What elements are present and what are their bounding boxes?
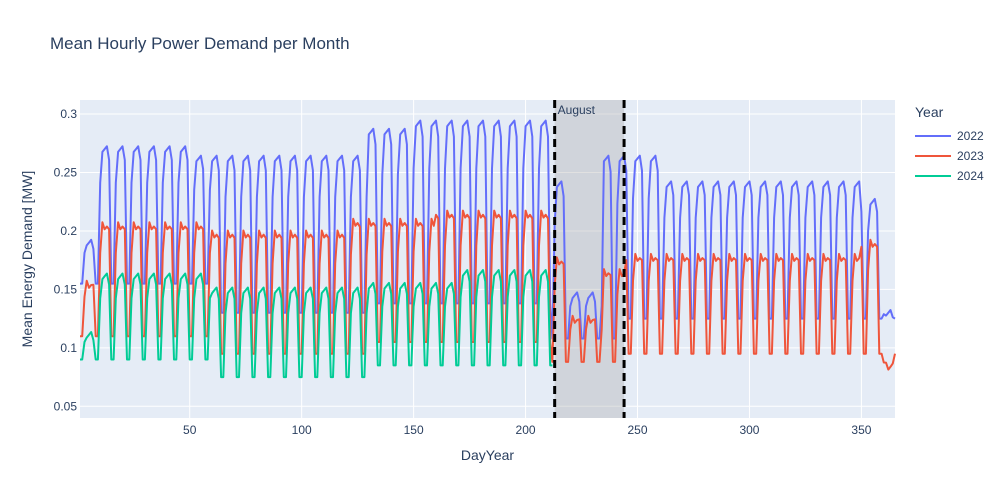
y-tick-labels: 0.05 0.1 0.15 0.2 0.25 0.3 [54,107,78,413]
legend-item-2024[interactable]: 2024 [915,166,997,186]
highlight-label: August [558,103,596,117]
legend-label: 2024 [957,169,984,183]
legend: Year 2022 2023 2024 [915,104,997,186]
y-tick-label: 0.2 [60,224,77,238]
legend-label: 2023 [957,149,984,163]
x-tick-label: 350 [851,423,871,437]
y-tick-label: 0.05 [54,399,78,413]
x-tick-label: 50 [183,423,197,437]
x-tick-label: 250 [627,423,647,437]
x-tick-label: 150 [404,423,424,437]
x-tick-label: 100 [292,423,312,437]
legend-label: 2022 [957,129,984,143]
series-lines: August [80,100,896,418]
legend-item-2023[interactable]: 2023 [915,146,997,166]
y-tick-label: 0.15 [54,282,78,296]
y-axis-label: Mean Energy Demand [MW] [19,171,35,348]
legend-item-2022[interactable]: 2022 [915,126,997,146]
legend-swatch [915,135,951,137]
legend-title: Year [915,104,944,120]
x-tick-label: 200 [516,423,536,437]
y-tick-label: 0.3 [60,107,77,121]
y-tick-label: 0.25 [54,165,78,179]
series-line-2024 [80,269,553,379]
y-tick-label: 0.1 [60,341,77,355]
legend-swatch [915,175,951,177]
x-tick-label: 300 [739,423,759,437]
legend-swatch [915,155,951,157]
x-tick-labels: 50 100 150 200 250 300 350 [183,423,872,437]
x-axis-label: DayYear [461,447,515,463]
chart-title: Mean Hourly Power Demand per Month [50,34,350,53]
